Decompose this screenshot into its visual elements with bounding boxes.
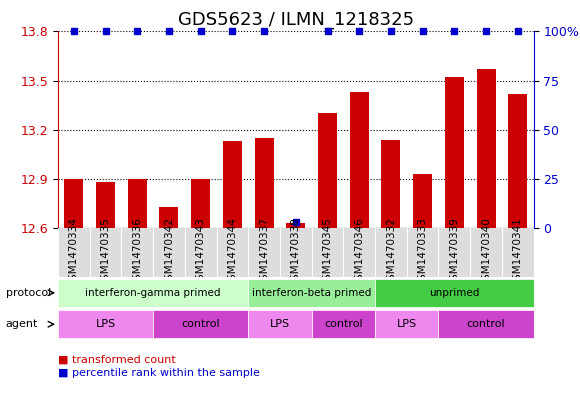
Bar xyxy=(96,182,115,228)
Title: GDS5623 / ILMN_1218325: GDS5623 / ILMN_1218325 xyxy=(177,11,414,29)
Bar xyxy=(160,207,179,228)
FancyBboxPatch shape xyxy=(153,310,248,338)
Text: GSM1470344: GSM1470344 xyxy=(227,218,237,287)
Bar xyxy=(318,113,337,228)
Text: agent: agent xyxy=(6,319,38,329)
Text: GSM1470338: GSM1470338 xyxy=(291,218,301,287)
Text: GSM1470333: GSM1470333 xyxy=(418,218,427,287)
Text: LPS: LPS xyxy=(397,319,417,329)
FancyBboxPatch shape xyxy=(248,310,311,338)
Text: GSM1470340: GSM1470340 xyxy=(481,218,491,287)
Bar xyxy=(128,179,147,228)
Bar xyxy=(350,92,369,228)
FancyBboxPatch shape xyxy=(248,279,375,307)
Text: control: control xyxy=(324,319,362,329)
Bar xyxy=(64,179,84,228)
Text: GSM1470345: GSM1470345 xyxy=(322,218,332,287)
Text: control: control xyxy=(182,319,220,329)
Text: ■ transformed count: ■ transformed count xyxy=(58,354,176,365)
Bar xyxy=(191,179,210,228)
Text: interferon-beta primed: interferon-beta primed xyxy=(252,288,371,298)
Text: control: control xyxy=(467,319,505,329)
Text: GSM1470334: GSM1470334 xyxy=(69,218,79,287)
FancyBboxPatch shape xyxy=(438,310,534,338)
Text: GSM1470336: GSM1470336 xyxy=(132,218,142,287)
Text: GSM1470339: GSM1470339 xyxy=(450,218,459,287)
Text: GSM1470343: GSM1470343 xyxy=(195,218,206,287)
Bar xyxy=(413,174,432,228)
Bar xyxy=(508,94,527,228)
Text: protocol: protocol xyxy=(6,288,51,298)
Text: ■ percentile rank within the sample: ■ percentile rank within the sample xyxy=(58,368,260,378)
Text: GSM1470346: GSM1470346 xyxy=(354,218,364,287)
Bar xyxy=(382,140,400,228)
Text: LPS: LPS xyxy=(96,319,115,329)
Text: LPS: LPS xyxy=(270,319,290,329)
FancyBboxPatch shape xyxy=(58,279,248,307)
Bar xyxy=(287,223,305,228)
Bar xyxy=(477,69,495,228)
Text: GSM1470337: GSM1470337 xyxy=(259,218,269,287)
Text: GSM1470335: GSM1470335 xyxy=(100,218,111,287)
Bar xyxy=(223,141,242,228)
Text: GSM1470341: GSM1470341 xyxy=(513,218,523,287)
Text: interferon-gamma primed: interferon-gamma primed xyxy=(85,288,221,298)
FancyBboxPatch shape xyxy=(375,310,438,338)
Text: unprimed: unprimed xyxy=(429,288,480,298)
FancyBboxPatch shape xyxy=(375,279,534,307)
FancyBboxPatch shape xyxy=(311,310,375,338)
Bar xyxy=(255,138,274,228)
FancyBboxPatch shape xyxy=(58,310,153,338)
Text: GSM1470332: GSM1470332 xyxy=(386,218,396,287)
Text: GSM1470342: GSM1470342 xyxy=(164,218,174,287)
Bar xyxy=(445,77,464,228)
